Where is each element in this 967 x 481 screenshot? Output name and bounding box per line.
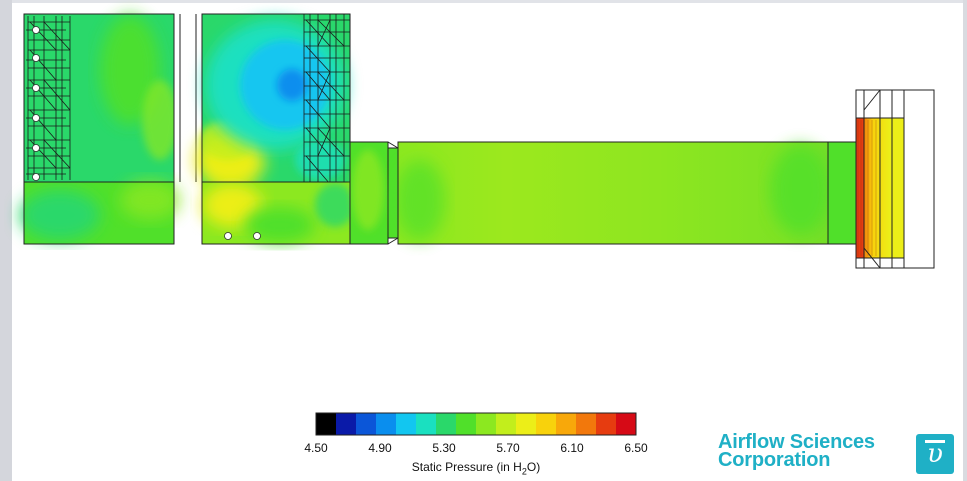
colorbar-swatch xyxy=(356,413,377,435)
central-wall-gap xyxy=(174,14,202,244)
colorbar-tick-label: 6.50 xyxy=(624,441,648,455)
colorbar-swatch xyxy=(316,413,337,435)
colorbar xyxy=(315,412,637,436)
right-chamber xyxy=(195,13,351,190)
colorbar-swatch xyxy=(596,413,617,435)
left-baffle-structure xyxy=(26,16,71,180)
colorbar-tick-label: 6.10 xyxy=(560,441,584,455)
colorbar-swatch xyxy=(336,413,357,435)
colorbar-tick-label: 5.30 xyxy=(432,441,456,455)
colorbar-tick-label: 5.70 xyxy=(496,441,520,455)
logo-line-1: Airflow Sciences xyxy=(718,431,875,453)
company-logo-text: Airflow Sciences Corporation xyxy=(718,431,875,471)
colorbar-swatch xyxy=(516,413,537,435)
colorbar-tick-label: 4.90 xyxy=(368,441,392,455)
left-sensor-ports xyxy=(32,26,40,181)
colorbar-swatch xyxy=(616,413,637,435)
window-right-border xyxy=(963,0,967,481)
outlet-duct xyxy=(395,141,857,245)
colorbar-swatch xyxy=(576,413,597,435)
colorbar-swatch xyxy=(396,413,417,435)
colorbar-title: Static Pressure (in H2O) xyxy=(411,460,541,477)
transition-section xyxy=(349,141,399,245)
colorbar-swatch xyxy=(496,413,517,435)
outlet-box xyxy=(855,89,935,269)
colorbar-swatch xyxy=(376,413,397,435)
colorbar-swatch xyxy=(556,413,577,435)
company-logo-icon: υ xyxy=(916,434,954,474)
right-baffle-structure xyxy=(303,14,351,190)
colorbar-swatch xyxy=(536,413,557,435)
colorbar-swatch xyxy=(476,413,497,435)
window-left-border xyxy=(0,0,12,481)
left-chamber xyxy=(23,13,178,183)
lower-plenum xyxy=(20,180,355,245)
window-top-border xyxy=(0,0,967,3)
colorbar-swatch xyxy=(436,413,457,435)
logo-line-2: Corporation xyxy=(718,449,831,471)
colorbar-swatch xyxy=(416,413,437,435)
colorbar-tick-label: 4.50 xyxy=(304,441,328,455)
colorbar-swatch xyxy=(456,413,477,435)
